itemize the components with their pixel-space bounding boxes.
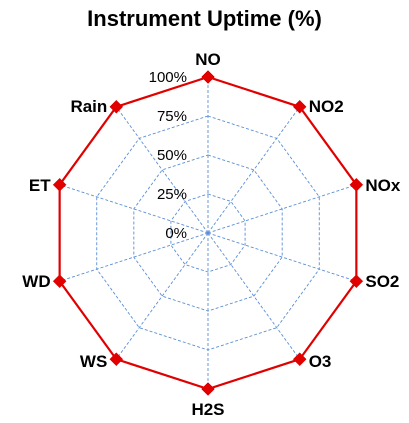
spoke-nox <box>207 184 357 234</box>
chart-title: Instrument Uptime (%) <box>87 6 322 31</box>
category-label-no: NO <box>195 50 221 69</box>
category-label-rain: Rain <box>70 97 107 116</box>
spoke-o3 <box>207 232 301 360</box>
data-point-ws <box>109 352 124 367</box>
axis-label-layer: NO NO2 NOx SO2 O3 H2S WS WD ET Rain <box>22 50 401 419</box>
grid-layer <box>59 77 357 389</box>
data-point-nox <box>349 177 364 192</box>
radial-tick-label-50: 50% <box>157 147 187 164</box>
spoke-et <box>59 184 209 234</box>
spoke-ws <box>115 232 209 360</box>
radial-tick-label-75: 75% <box>157 108 187 125</box>
category-label-no2: NO2 <box>309 97 344 116</box>
category-label-so2: SO2 <box>365 272 399 291</box>
category-label-et: ET <box>29 176 51 195</box>
category-label-h2s: H2S <box>191 400 224 419</box>
data-point-wd <box>52 274 67 289</box>
radial-tick-label-25: 25% <box>157 186 187 203</box>
category-label-ws: WS <box>80 352 107 371</box>
gridline-ring-25 <box>170 193 246 273</box>
category-label-o3: O3 <box>309 352 332 371</box>
spoke-no2 <box>207 106 301 234</box>
data-point-h2s <box>201 382 215 396</box>
data-point-et <box>52 177 67 192</box>
series-layer <box>52 70 364 396</box>
data-point-no <box>201 70 215 84</box>
data-point-o3 <box>292 352 307 367</box>
radial-tick-label-100: 100% <box>149 69 187 86</box>
radial-tick-label-0: 0% <box>165 225 187 242</box>
tick-label-layer: 0% 25% 50% 75% 100% <box>149 69 187 242</box>
spoke-so2 <box>207 232 357 282</box>
data-point-so2 <box>349 274 364 289</box>
data-point-rain <box>109 99 124 114</box>
spoke-wd <box>59 232 209 282</box>
spoke-rain <box>115 106 209 234</box>
category-label-wd: WD <box>22 272 50 291</box>
category-label-nox: NOx <box>365 176 401 195</box>
data-point-no2 <box>292 99 307 114</box>
